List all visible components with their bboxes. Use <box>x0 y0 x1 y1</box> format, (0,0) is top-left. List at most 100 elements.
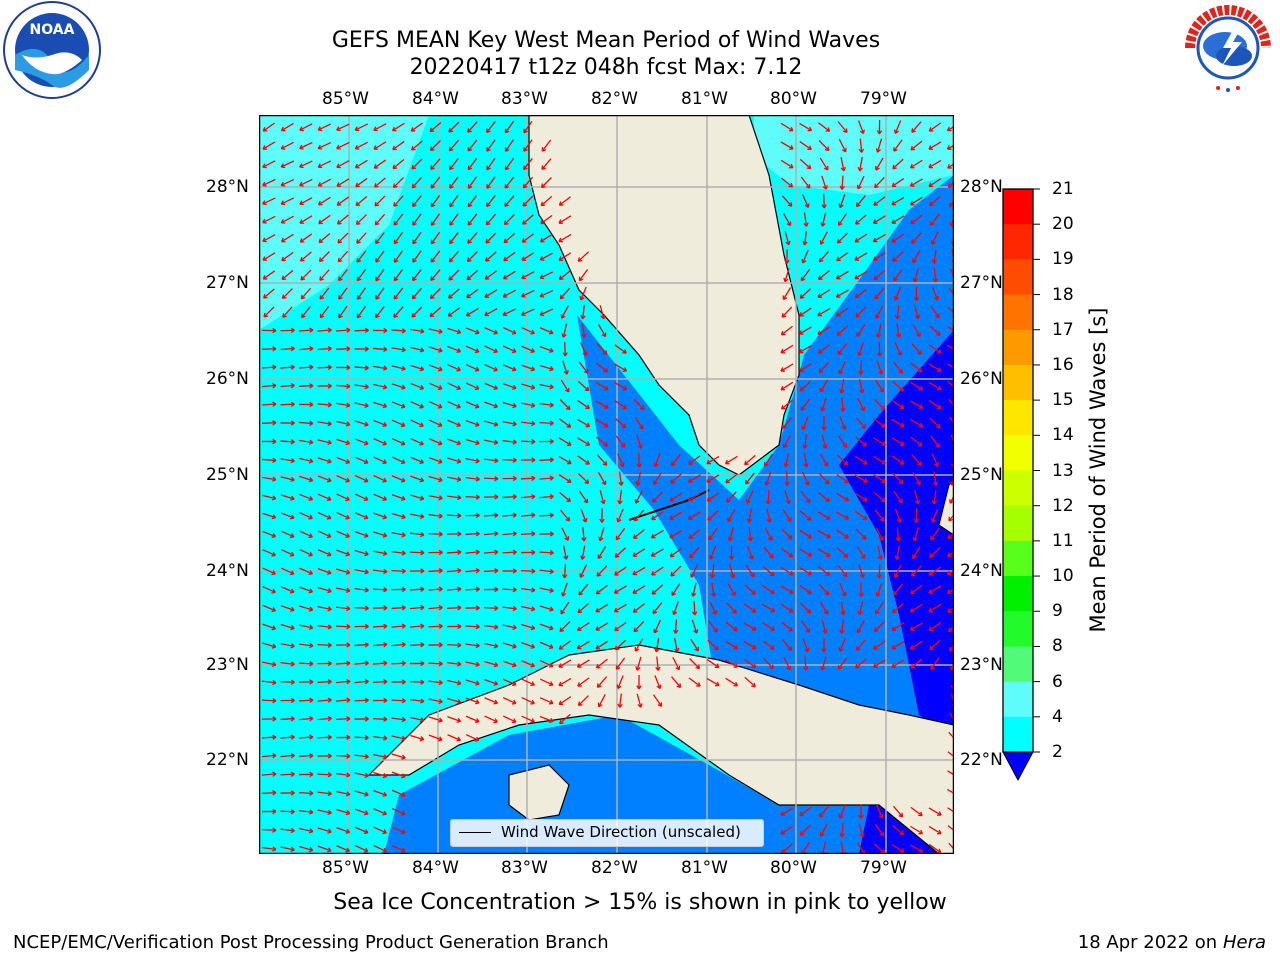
wind-arrow-shaft <box>373 456 387 464</box>
wind-arrow-shaft <box>911 343 922 355</box>
wind-arrow-head <box>788 607 794 613</box>
wind-arrow-head <box>578 276 584 282</box>
wind-arrow-head <box>638 424 644 430</box>
wind-arrow-head <box>364 346 369 352</box>
wind-arrow-head <box>780 829 786 835</box>
wind-arrow-head <box>382 829 387 835</box>
wind-arrow-shaft <box>409 532 425 536</box>
wind-arrow-head <box>401 328 406 334</box>
wind-arrow-head <box>561 333 567 338</box>
wind-arrow-head <box>857 166 863 172</box>
wind-arrow-head <box>580 315 586 320</box>
wind-arrow-head <box>914 499 921 505</box>
wind-arrow-shaft <box>855 306 867 318</box>
wind-arrow-shaft <box>520 477 536 480</box>
wind-arrow-shaft <box>803 212 808 227</box>
wind-arrow-shaft <box>523 158 533 170</box>
wind-arrow-head <box>709 574 716 579</box>
wind-wave-arrows <box>261 119 954 854</box>
wind-arrow-head <box>782 443 788 449</box>
wind-arrow-shaft <box>373 531 387 537</box>
wind-arrow-head <box>601 480 607 486</box>
wind-arrow-head <box>930 535 935 541</box>
wind-arrow-shaft <box>802 416 809 430</box>
wind-arrow-shaft <box>764 453 773 467</box>
wind-arrow-shaft <box>891 400 905 409</box>
wind-arrow-shaft <box>446 551 462 554</box>
wind-arrow-head <box>326 477 332 483</box>
wind-arrow-head <box>280 163 286 169</box>
wind-arrow-head <box>475 661 480 667</box>
wind-arrow-head <box>559 294 565 300</box>
wind-arrow-head <box>475 605 480 611</box>
wind-arrow-shaft <box>577 437 590 446</box>
wind-arrow-shaft <box>447 476 461 481</box>
colorbar-extend <box>1002 751 1034 782</box>
wind-arrow-shaft <box>597 324 607 337</box>
wind-arrow-shaft <box>931 286 939 301</box>
wind-arrow-head <box>891 182 897 188</box>
wind-arrow-head <box>563 370 569 375</box>
wind-arrow-head <box>289 588 295 594</box>
wind-arrow-head <box>930 240 936 245</box>
wind-arrow-head <box>787 646 793 652</box>
wind-arrow-shaft <box>428 419 443 427</box>
wind-arrow-head <box>622 367 628 372</box>
wind-arrow-head <box>448 127 454 133</box>
colorbar <box>1002 188 1040 782</box>
wind-arrow-shaft <box>521 623 535 630</box>
wind-arrow-head <box>327 327 332 333</box>
wind-arrow-shaft <box>875 527 884 541</box>
wind-arrow-head <box>317 181 323 187</box>
wind-arrow-shaft <box>560 379 570 393</box>
wind-arrow-shaft <box>410 494 424 500</box>
wind-arrow-shaft <box>762 566 775 576</box>
wind-arrow-head <box>788 163 794 169</box>
wind-arrow-shaft <box>372 643 388 647</box>
wind-arrow-head <box>911 128 916 133</box>
wind-arrow-head <box>937 385 942 391</box>
wind-arrow-shaft <box>743 659 757 668</box>
wind-arrow-shaft <box>430 269 441 281</box>
wind-arrow-head <box>669 496 675 502</box>
footer-credit: NCEP/EMC/Verification Post Processing Pr… <box>13 932 609 953</box>
wind-arrow-head <box>401 568 406 574</box>
wind-arrow-head <box>928 182 934 188</box>
wind-arrow-shaft <box>521 252 535 261</box>
wind-arrow-shaft <box>781 325 793 336</box>
wind-arrow-shaft <box>839 416 846 430</box>
colorbar-band <box>1003 505 1033 542</box>
wind-arrow-shaft <box>484 327 498 334</box>
wind-arrow-shaft <box>894 564 902 578</box>
wind-arrow-shaft <box>522 176 534 189</box>
wind-arrow-head <box>842 572 848 578</box>
wind-arrow-shaft <box>690 564 699 578</box>
wind-arrow-head <box>420 660 425 667</box>
wind-arrow-head <box>879 387 884 393</box>
wind-arrow-head <box>327 383 332 389</box>
wind-arrow-head <box>290 495 295 501</box>
wind-arrow-head <box>881 478 886 483</box>
wind-arrow-head <box>337 257 343 263</box>
wind-arrow-head <box>840 407 846 412</box>
colorbar-band <box>1003 400 1033 436</box>
wind-arrow-head <box>401 641 406 648</box>
wind-arrow-shaft <box>373 141 387 150</box>
wind-arrow-shaft <box>503 289 516 298</box>
wind-arrow-head <box>290 327 295 334</box>
wind-arrow-shaft <box>560 601 570 615</box>
wind-arrow-shaft <box>318 178 331 187</box>
wind-arrow-shaft <box>854 455 868 465</box>
wind-arrow-shaft <box>466 269 479 281</box>
wind-arrow-shaft <box>317 791 332 795</box>
wind-arrow-head <box>327 642 332 648</box>
wind-arrow-head <box>522 201 528 207</box>
wind-arrow-head <box>603 422 609 428</box>
wind-arrow-shaft <box>336 549 350 556</box>
wind-arrow-shaft <box>688 474 701 483</box>
wind-arrow-head <box>373 164 379 169</box>
wind-arrow-shaft <box>446 661 462 666</box>
wind-arrow-shaft <box>913 268 920 282</box>
wind-arrow-head <box>271 643 277 649</box>
wind-arrow-shaft <box>467 213 478 226</box>
